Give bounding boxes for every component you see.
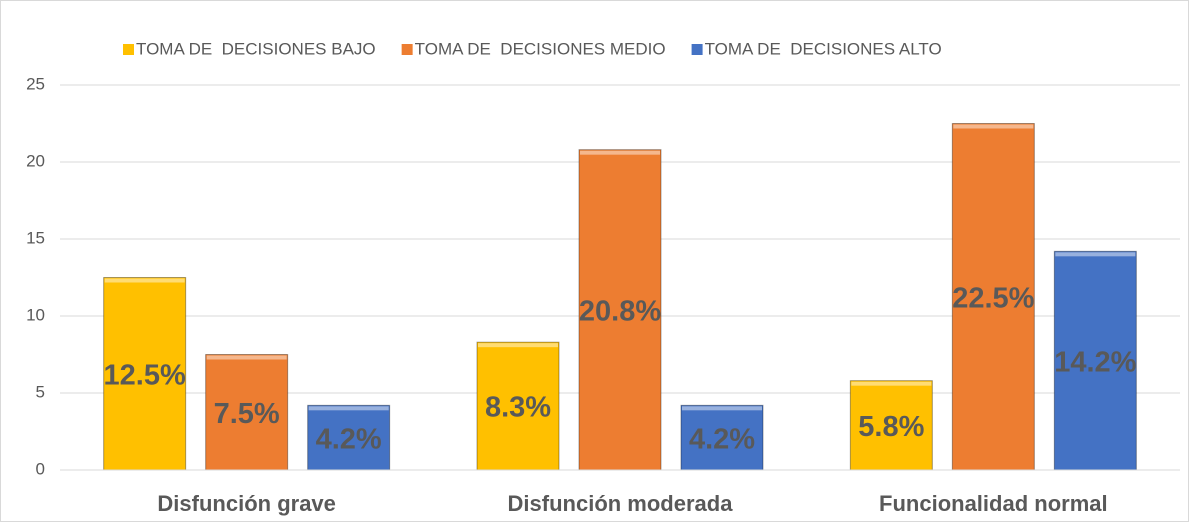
- bar: [680, 404, 764, 471]
- bar-highlight: [953, 124, 1034, 129]
- legend-label: TOMA DE DECISIONES BAJO: [136, 39, 376, 58]
- y-tick-label: 15: [26, 228, 45, 247]
- data-label: 7.5%: [214, 398, 280, 430]
- x-tick-label: Funcionalidad normal: [879, 491, 1108, 516]
- data-label: 14.2%: [1054, 346, 1136, 378]
- legend-label: TOMA DE DECISIONES ALTO: [705, 39, 942, 58]
- legend-marker: [123, 44, 134, 55]
- bar-highlight: [682, 406, 762, 411]
- bar: [578, 149, 662, 471]
- bar: [476, 341, 560, 471]
- data-label: 12.5%: [104, 359, 186, 391]
- legend-marker: [691, 44, 703, 55]
- data-label: 4.2%: [689, 423, 755, 455]
- bar-highlight: [206, 355, 287, 360]
- bar: [307, 404, 391, 471]
- bar: [103, 277, 187, 471]
- bar-highlight: [308, 406, 389, 411]
- legend-marker: [401, 44, 413, 55]
- bar-highlight: [580, 150, 660, 155]
- y-tick-label: 0: [36, 459, 45, 478]
- legend-label: TOMA DE DECISIONES MEDIO: [415, 39, 666, 58]
- y-tick-label: 25: [26, 74, 45, 93]
- y-tick-label: 20: [26, 151, 45, 170]
- data-label: 5.8%: [858, 411, 924, 443]
- bar: [205, 354, 289, 471]
- bar: [1053, 250, 1137, 471]
- data-label: 22.5%: [952, 282, 1034, 314]
- bar-highlight: [851, 381, 932, 386]
- y-tick-label: 5: [36, 382, 45, 401]
- data-label: 4.2%: [316, 423, 382, 455]
- data-label: 20.8%: [579, 295, 661, 327]
- bar-highlight: [104, 278, 185, 283]
- bar: [849, 380, 933, 471]
- bar-highlight: [478, 343, 558, 348]
- y-tick-label: 10: [26, 305, 45, 324]
- x-tick-label: Disfunción grave: [157, 491, 335, 516]
- x-tick-label: Disfunción moderada: [508, 491, 734, 516]
- bar-highlight: [1055, 252, 1136, 257]
- data-label: 8.3%: [485, 392, 551, 424]
